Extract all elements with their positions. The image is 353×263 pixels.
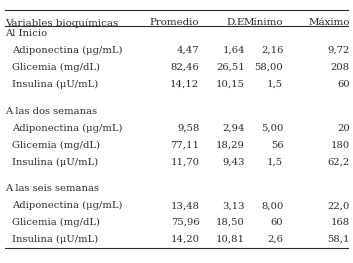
Text: 1,5: 1,5 — [267, 80, 283, 89]
Text: Mínimo: Mínimo — [244, 18, 283, 27]
Text: A las dos semanas: A las dos semanas — [5, 107, 97, 116]
Text: 4,47: 4,47 — [176, 46, 199, 55]
Text: 26,51: 26,51 — [216, 63, 245, 72]
Text: 62,2: 62,2 — [328, 158, 350, 166]
Text: 58,00: 58,00 — [255, 63, 283, 72]
Text: 2,6: 2,6 — [268, 235, 283, 244]
Text: 3,13: 3,13 — [222, 201, 245, 210]
Text: 1,5: 1,5 — [267, 158, 283, 166]
Text: D.E: D.E — [226, 18, 245, 27]
Text: 18,50: 18,50 — [216, 218, 245, 227]
Text: Variables bioquímicas: Variables bioquímicas — [5, 18, 118, 28]
Text: 10,15: 10,15 — [216, 80, 245, 89]
Text: 60: 60 — [337, 80, 350, 89]
Text: 168: 168 — [331, 218, 350, 227]
Text: Adiponectina (μg/mL): Adiponectina (μg/mL) — [12, 124, 122, 133]
Text: 13,48: 13,48 — [170, 201, 199, 210]
Text: 75,96: 75,96 — [170, 218, 199, 227]
Text: 77,11: 77,11 — [170, 141, 199, 150]
Text: 2,94: 2,94 — [222, 124, 245, 133]
Text: 11,70: 11,70 — [170, 158, 199, 166]
Text: 9,58: 9,58 — [177, 124, 199, 133]
Text: 14,20: 14,20 — [170, 235, 199, 244]
Text: 56: 56 — [271, 141, 283, 150]
Text: 208: 208 — [331, 63, 350, 72]
Text: 10,81: 10,81 — [216, 235, 245, 244]
Text: Glicemia (mg/dL): Glicemia (mg/dL) — [12, 63, 100, 72]
Text: Promedio: Promedio — [150, 18, 199, 27]
Text: Glicemia (mg/dL): Glicemia (mg/dL) — [12, 218, 100, 227]
Text: 9,72: 9,72 — [328, 46, 350, 55]
Text: Insulina (μU/mL): Insulina (μU/mL) — [12, 80, 98, 89]
Text: 22,0: 22,0 — [328, 201, 350, 210]
Text: Al Inicio: Al Inicio — [5, 29, 47, 38]
Text: Insulina (μU/mL): Insulina (μU/mL) — [12, 235, 98, 244]
Text: 82,46: 82,46 — [170, 63, 199, 72]
Text: 8,00: 8,00 — [261, 201, 283, 210]
Text: 2,16: 2,16 — [261, 46, 283, 55]
Text: 14,12: 14,12 — [170, 80, 199, 89]
Text: A las seis semanas: A las seis semanas — [5, 184, 99, 193]
Text: 20: 20 — [337, 124, 350, 133]
Text: 5,00: 5,00 — [261, 124, 283, 133]
Text: Máximo: Máximo — [309, 18, 350, 27]
Text: 9,43: 9,43 — [222, 158, 245, 166]
Text: 60: 60 — [271, 218, 283, 227]
Text: 58,1: 58,1 — [327, 235, 350, 244]
Text: Adiponectina (μg/mL): Adiponectina (μg/mL) — [12, 46, 122, 55]
Text: Glicemia (mg/dL): Glicemia (mg/dL) — [12, 141, 100, 150]
Text: 1,64: 1,64 — [222, 46, 245, 55]
Text: 18,29: 18,29 — [216, 141, 245, 150]
Text: Adiponectina (μg/mL): Adiponectina (μg/mL) — [12, 201, 122, 210]
Text: 180: 180 — [331, 141, 350, 150]
Text: Insulina (μU/mL): Insulina (μU/mL) — [12, 158, 98, 167]
